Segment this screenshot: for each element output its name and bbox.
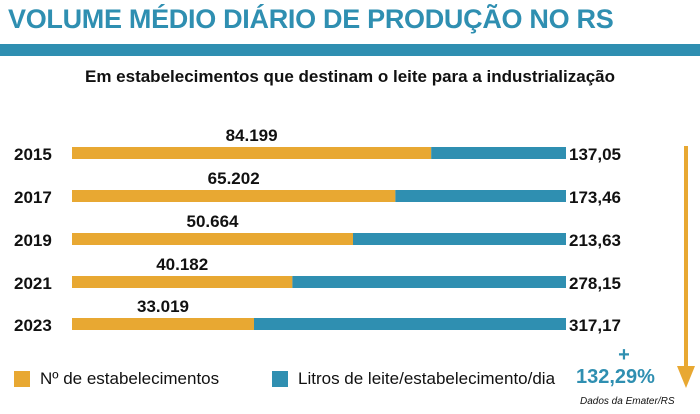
year-label-2017: 2017 [14, 188, 52, 207]
bar-litros-2021 [292, 276, 566, 288]
page-title: VOLUME MÉDIO DIÁRIO DE PRODUÇÃO NO RS [8, 4, 614, 34]
value-label-estabelecimentos-2021: 40.182 [156, 255, 208, 274]
year-label-2019: 2019 [14, 231, 52, 250]
bar-estabelecimentos-2017 [72, 190, 396, 202]
value-label-litros-2023: 317,17 [569, 316, 621, 335]
legend-swatch-estabelecimentos [14, 371, 30, 387]
year-label-2023: 2023 [14, 316, 52, 335]
bar-litros-2015 [431, 147, 566, 159]
source-note: Dados da Emater/RS [580, 396, 675, 407]
value-label-litros-2015: 137,05 [569, 145, 621, 164]
bar-estabelecimentos-2021 [72, 276, 293, 288]
bar-litros-2023 [254, 318, 566, 330]
bar-litros-2017 [395, 190, 566, 202]
value-label-estabelecimentos-2019: 50.664 [187, 212, 240, 231]
bar-estabelecimentos-2015 [72, 147, 432, 159]
legend-label-litros: Litros de leite/estabelecimento/dia [298, 369, 556, 388]
value-label-litros-2021: 278,15 [569, 274, 621, 293]
legend-item-litros: Litros de leite/estabelecimento/dia [272, 369, 556, 388]
legend-swatch-litros [272, 371, 288, 387]
year-label-2015: 2015 [14, 145, 52, 164]
legend-item-estabelecimentos: Nº de estabelecimentos [14, 369, 220, 388]
value-label-litros-2019: 213,63 [569, 231, 621, 250]
year-label-2021: 2021 [14, 274, 52, 293]
value-label-estabelecimentos-2023: 33.019 [137, 297, 189, 316]
change-percentage: 132,29% [576, 366, 655, 388]
bar-estabelecimentos-2023 [72, 318, 254, 330]
trend-arrow-icon [677, 366, 695, 388]
bar-litros-2019 [353, 233, 566, 245]
change-plus-sign: + [618, 344, 630, 366]
legend-label-estabelecimentos: Nº de estabelecimentos [40, 369, 220, 388]
value-label-estabelecimentos-2015: 84.199 [226, 126, 278, 145]
bar-estabelecimentos-2019 [72, 233, 354, 245]
value-label-estabelecimentos-2017: 65.202 [208, 169, 260, 188]
chart-subtitle: Em estabelecimentos que destinam o leite… [84, 67, 615, 86]
title-divider [0, 44, 700, 56]
value-label-litros-2017: 173,46 [569, 188, 621, 207]
